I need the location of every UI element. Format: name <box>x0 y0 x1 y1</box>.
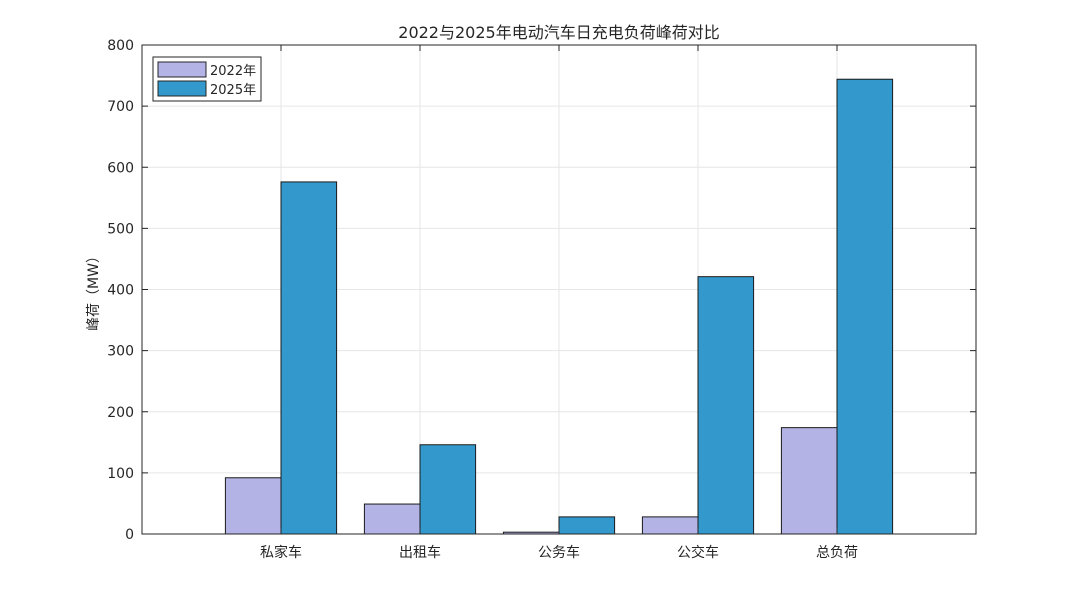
bar-1-0 <box>280 181 338 535</box>
x-tick-label: 公务车 <box>538 544 580 561</box>
y-tick-label: 300 <box>107 344 134 360</box>
legend-label-2022: 2022年 <box>210 64 256 79</box>
x-tick-label: 总负荷 <box>816 545 858 561</box>
legend-swatch-2025 <box>157 80 207 97</box>
bar-1-4 <box>836 78 894 535</box>
legend-label-2025: 2025年 <box>210 83 256 98</box>
x-tick-label: 公交车 <box>677 544 719 561</box>
bar-0-3 <box>641 516 699 535</box>
y-tick-label: 500 <box>107 221 134 237</box>
bars <box>224 78 894 535</box>
bar-1-3 <box>697 276 755 535</box>
legend-swatch-2022 <box>157 61 207 78</box>
bar-0-4 <box>780 427 838 535</box>
legend: 2022年 2025年 <box>152 56 262 102</box>
chart-title: 2022与2025年电动汽车日充电负荷峰荷对比 <box>398 23 719 42</box>
y-tick-label: 600 <box>107 160 134 176</box>
y-axis-label: 峰荷（MW） <box>86 249 102 331</box>
bar-1-2 <box>558 516 616 535</box>
y-tick-label: 700 <box>107 99 134 115</box>
bar-0-1 <box>363 503 421 535</box>
y-tick-label: 200 <box>107 405 134 421</box>
y-tick-label: 0 <box>125 527 134 543</box>
x-tick-label: 私家车 <box>260 544 302 561</box>
y-axis-ticks: 0 100 200 300 400 500 600 700 800 <box>107 38 976 543</box>
bar-1-1 <box>419 444 477 535</box>
y-tick-label: 800 <box>107 38 134 54</box>
bar-0-0 <box>224 477 282 535</box>
x-axis-ticks: 私家车 出租车 公务车 公交车 总负荷 <box>260 45 858 561</box>
x-tick-label: 出租车 <box>399 544 441 561</box>
y-tick-label: 100 <box>107 466 134 482</box>
y-tick-label: 400 <box>107 283 134 299</box>
